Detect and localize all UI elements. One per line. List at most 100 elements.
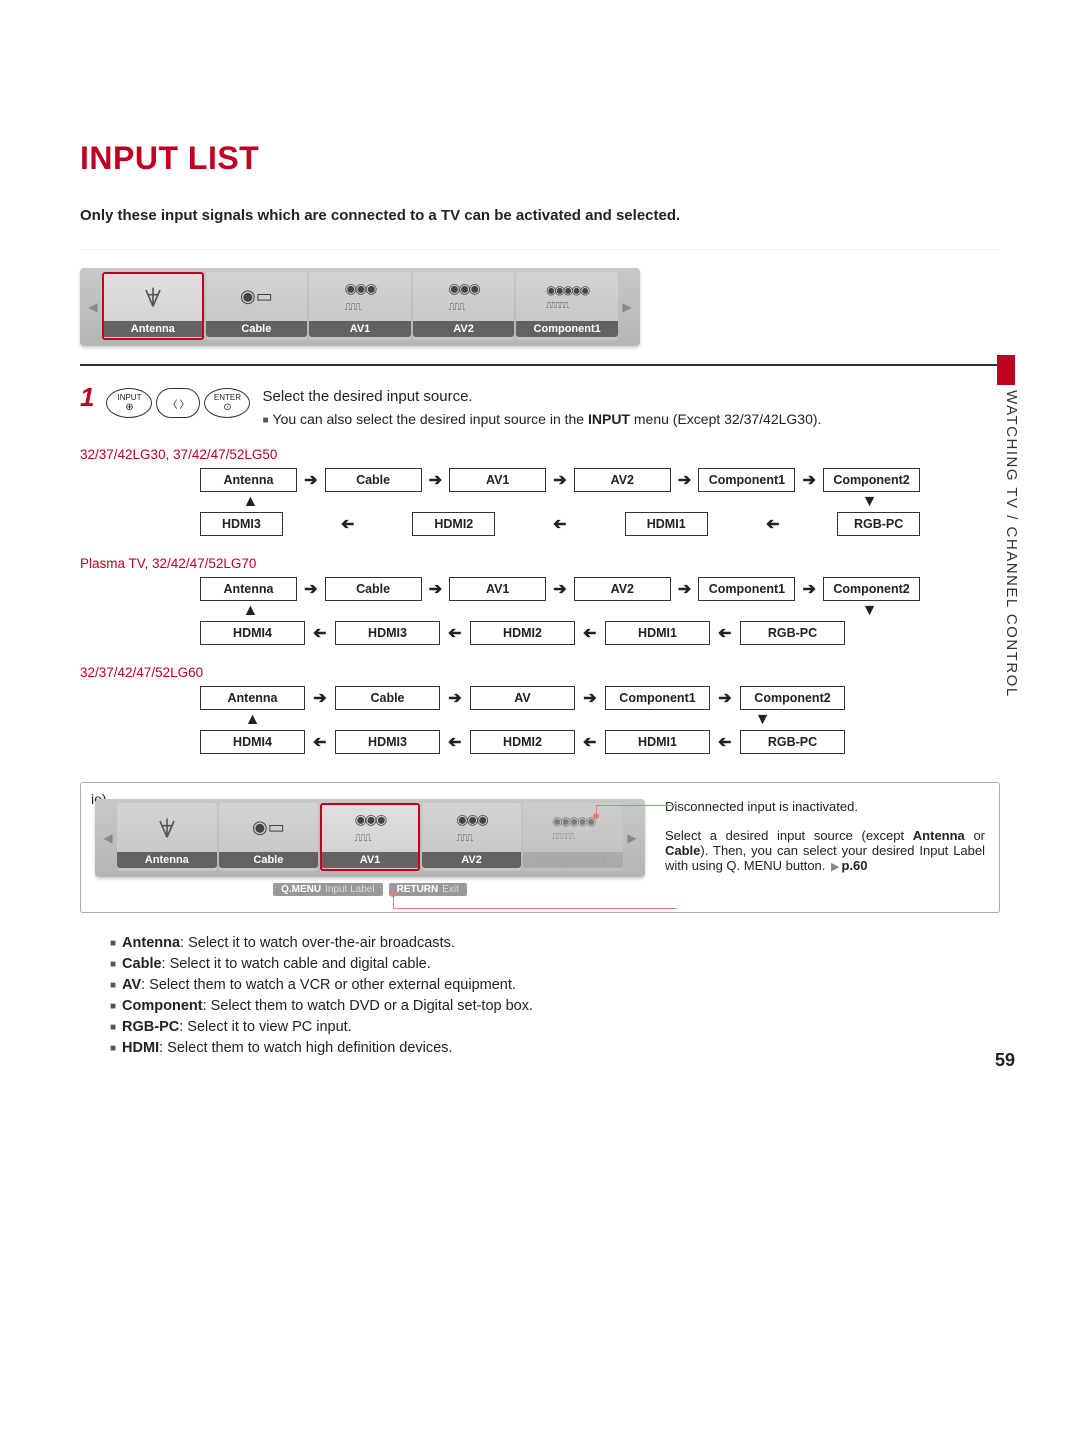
- arrow-right-icon: ➔: [297, 579, 325, 599]
- arrow-left-icon: ➔: [440, 623, 470, 643]
- flow-box: Component1: [698, 468, 795, 492]
- definitions-list: ■Antenna: Select it to watch over-the-ai…: [110, 935, 1000, 1056]
- tile-label: Component1: [523, 852, 623, 868]
- input-button-label: INPUT: [117, 393, 141, 402]
- arrow-right-icon: ➔: [546, 579, 574, 599]
- side-tab: [997, 355, 1015, 385]
- input-tile-av2[interactable]: ◉◉◉⎍⎍⎍AV2: [413, 272, 515, 340]
- antenna-icon: [153, 803, 181, 852]
- flow-box: HDMI3: [200, 512, 283, 536]
- av-icon: ◉◉◉⎍⎍⎍: [456, 803, 487, 852]
- arrow-right-icon: ➔: [546, 470, 574, 490]
- step-text: Select the desired input source.: [262, 388, 1000, 405]
- flow-box: HDMI4: [200, 621, 305, 645]
- flow-box: HDMI2: [470, 730, 575, 754]
- flow-box: HDMI4: [200, 730, 305, 754]
- flow-box: Component2: [823, 468, 920, 492]
- input-tile-av1[interactable]: ◉◉◉⎍⎍⎍AV1: [320, 803, 420, 871]
- dpad-button[interactable]: 〈〉: [156, 388, 200, 418]
- arrow-down-icon: ▼: [819, 605, 920, 617]
- flow-box: HDMI1: [625, 512, 708, 536]
- tile-label: Cable: [206, 321, 308, 337]
- arrow-left-icon: ➔: [440, 732, 470, 752]
- input-button[interactable]: INPUT ⊕: [106, 388, 152, 418]
- tile-label: AV1: [309, 321, 411, 337]
- arrow-left-icon: ➔: [283, 514, 413, 534]
- flow-box: AV1: [449, 468, 546, 492]
- intro-text: Only these input signals which are conne…: [80, 207, 1000, 224]
- antenna-icon: [139, 272, 167, 321]
- input-tile-antenna[interactable]: Antenna: [102, 272, 204, 340]
- flow-box: Cable: [325, 468, 422, 492]
- step-number: 1: [80, 382, 94, 413]
- flow-box: Cable: [325, 577, 422, 601]
- def-rgb-pc: ■RGB-PC: Select it to view PC input.: [110, 1019, 1000, 1035]
- flow-box: Component2: [823, 577, 920, 601]
- page-number: 59: [995, 1050, 1015, 1071]
- def-av: ■AV: Select them to watch a VCR or other…: [110, 977, 1000, 993]
- tile-label: Antenna: [117, 852, 217, 868]
- input-strip-top: ◀ Antenna◉▭Cable◉◉◉⎍⎍⎍AV1◉◉◉⎍⎍⎍AV2◉◉◉◉◉⎍…: [80, 268, 640, 346]
- flow-box: HDMI3: [335, 730, 440, 754]
- input-tile-antenna[interactable]: Antenna: [117, 803, 217, 871]
- arrow-left-icon: ➔: [495, 514, 625, 534]
- input-tile-cable[interactable]: ◉▭Cable: [206, 272, 308, 340]
- flow-box: Cable: [335, 686, 440, 710]
- arrow-down-icon: ▼: [710, 714, 815, 726]
- enter-button[interactable]: ENTER ⊙: [204, 388, 250, 418]
- page-title: INPUT LIST: [80, 140, 1000, 177]
- flow-box: Component1: [605, 686, 710, 710]
- tile-label: Component1: [516, 321, 618, 337]
- flow-box: HDMI2: [412, 512, 495, 536]
- def-antenna: ■Antenna: Select it to watch over-the-ai…: [110, 935, 1000, 951]
- note-select-source: Select a desired input source (except An…: [665, 828, 985, 873]
- flow-box: RGB-PC: [740, 730, 845, 754]
- flow-box: Component2: [740, 686, 845, 710]
- flow-box: AV2: [574, 577, 671, 601]
- flow-box: Component1: [698, 577, 795, 601]
- arrow-left-icon: ➔: [305, 732, 335, 752]
- arrow-up-icon: ▲: [200, 605, 301, 617]
- arrow-up-icon: ▲: [200, 496, 301, 508]
- input-tile-component1[interactable]: ◉◉◉◉◉⎍⎍⎍⎍⎍Component1: [516, 272, 618, 340]
- tile-label: Cable: [219, 852, 319, 868]
- mini-button-q.menu[interactable]: Q.MENUInput Label: [273, 883, 383, 896]
- mini-button-return[interactable]: RETURNExit: [389, 883, 467, 896]
- arrow-right-icon: ➔: [422, 579, 450, 599]
- strip-left-arrow[interactable]: ◀: [86, 272, 100, 342]
- flow-box: AV1: [449, 577, 546, 601]
- arrow-left-icon: ➔: [305, 623, 335, 643]
- tile-label: AV2: [422, 852, 522, 868]
- strip-right-arrow[interactable]: ▶: [625, 803, 639, 873]
- arrow-down-icon: ▼: [819, 496, 920, 508]
- flow-box: Antenna: [200, 577, 297, 601]
- model-label: 32/37/42/47/52LG60: [80, 665, 1000, 680]
- flow-box: HDMI2: [470, 621, 575, 645]
- arrow-right-icon: ➔: [795, 579, 823, 599]
- arrow-left-icon: ➔: [708, 514, 838, 534]
- arrow-right-icon: ➔: [305, 688, 335, 708]
- input-tile-av1[interactable]: ◉◉◉⎍⎍⎍AV1: [309, 272, 411, 340]
- enter-button-label: ENTER: [214, 393, 241, 402]
- comp-icon: ◉◉◉◉◉⎍⎍⎍⎍⎍: [546, 272, 588, 321]
- input-tile-av2[interactable]: ◉◉◉⎍⎍⎍AV2: [422, 803, 522, 871]
- button-bar: Q.MENUInput Label RETURNExit: [95, 883, 645, 896]
- strip-right-arrow[interactable]: ▶: [620, 272, 634, 342]
- av-icon: ◉◉◉⎍⎍⎍: [355, 803, 386, 852]
- flow-box: RGB-PC: [837, 512, 920, 536]
- cable-icon: ◉▭: [252, 803, 285, 852]
- flow-box: AV: [470, 686, 575, 710]
- arrow-left-icon: ➔: [710, 732, 740, 752]
- strip-left-arrow[interactable]: ◀: [101, 803, 115, 873]
- input-tile-component1[interactable]: ◉◉◉◉◉⎍⎍⎍⎍⎍Component1: [523, 803, 623, 871]
- model-label: 32/37/42LG30, 37/42/47/52LG50: [80, 447, 1000, 462]
- arrow-right-icon: ➔: [710, 688, 740, 708]
- arrow-left-icon: ➔: [575, 732, 605, 752]
- model-label: Plasma TV, 32/42/47/52LG70: [80, 556, 1000, 571]
- arrow-right-icon: ➔: [297, 470, 325, 490]
- example-box: ie) ◀ Antenna◉▭Cable◉◉◉⎍⎍⎍AV1◉◉◉⎍⎍⎍AV2◉◉…: [80, 782, 1000, 913]
- input-strip-example: ◀ Antenna◉▭Cable◉◉◉⎍⎍⎍AV1◉◉◉⎍⎍⎍AV2◉◉◉◉◉⎍…: [95, 799, 645, 877]
- arrow-up-icon: ▲: [200, 714, 305, 726]
- input-tile-cable[interactable]: ◉▭Cable: [219, 803, 319, 871]
- def-component: ■Component: Select them to watch DVD or …: [110, 998, 1000, 1014]
